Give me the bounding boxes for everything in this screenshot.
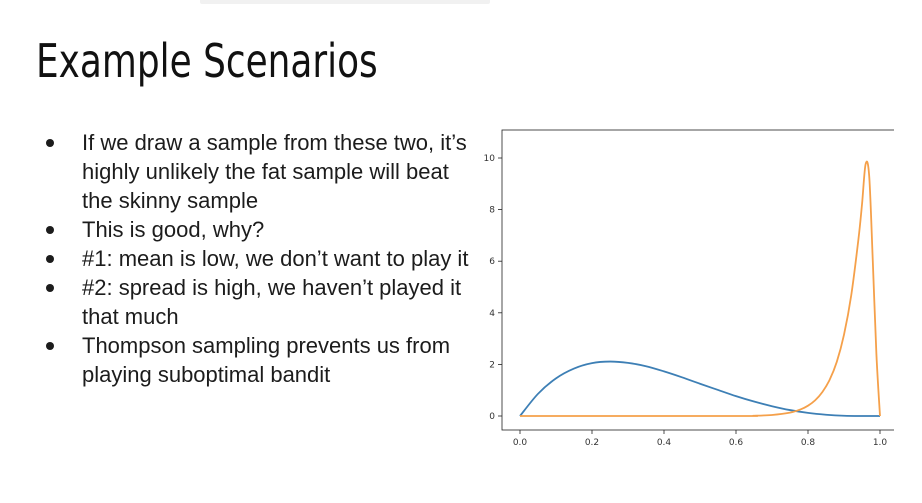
x-tick-label: 0.8 bbox=[801, 438, 816, 448]
y-tick-label: 0 bbox=[489, 412, 495, 422]
bullet-item: Thompson sampling prevents us from playi… bbox=[40, 331, 480, 389]
bullet-list: If we draw a sample from these two, it’s… bbox=[40, 128, 480, 389]
plot-frame bbox=[501, 129, 894, 431]
x-tick-label: 0.2 bbox=[585, 438, 599, 448]
bullet-item: This is good, why? bbox=[40, 215, 480, 244]
series-line-1 bbox=[519, 360, 881, 417]
beta-distribution-chart: 0.0 0.2 0.4 0.6 0.8 1.0 0 2 4 6 8 10 bbox=[484, 129, 894, 448]
x-tick-label: 0.0 bbox=[513, 438, 528, 448]
slide-title: Example Scenarios bbox=[36, 34, 378, 88]
bullet-item: #2: spread is high, we haven’t played it… bbox=[40, 273, 480, 331]
x-tick-label: 0.6 bbox=[729, 438, 744, 448]
series-line-2 bbox=[519, 160, 881, 417]
bullet-item: #1: mean is low, we don’t want to play i… bbox=[40, 244, 480, 273]
y-tick-label: 10 bbox=[484, 154, 496, 164]
y-tick-label: 4 bbox=[489, 309, 495, 319]
x-tick-label: 1.0 bbox=[873, 438, 888, 448]
y-tick-label: 6 bbox=[489, 257, 495, 267]
x-tick-label: 0.4 bbox=[657, 438, 672, 448]
y-tick-label: 2 bbox=[489, 360, 495, 370]
y-tick-label: 8 bbox=[489, 206, 495, 216]
top-scrollbar-strip bbox=[200, 0, 490, 4]
bullet-item: If we draw a sample from these two, it’s… bbox=[40, 128, 480, 215]
